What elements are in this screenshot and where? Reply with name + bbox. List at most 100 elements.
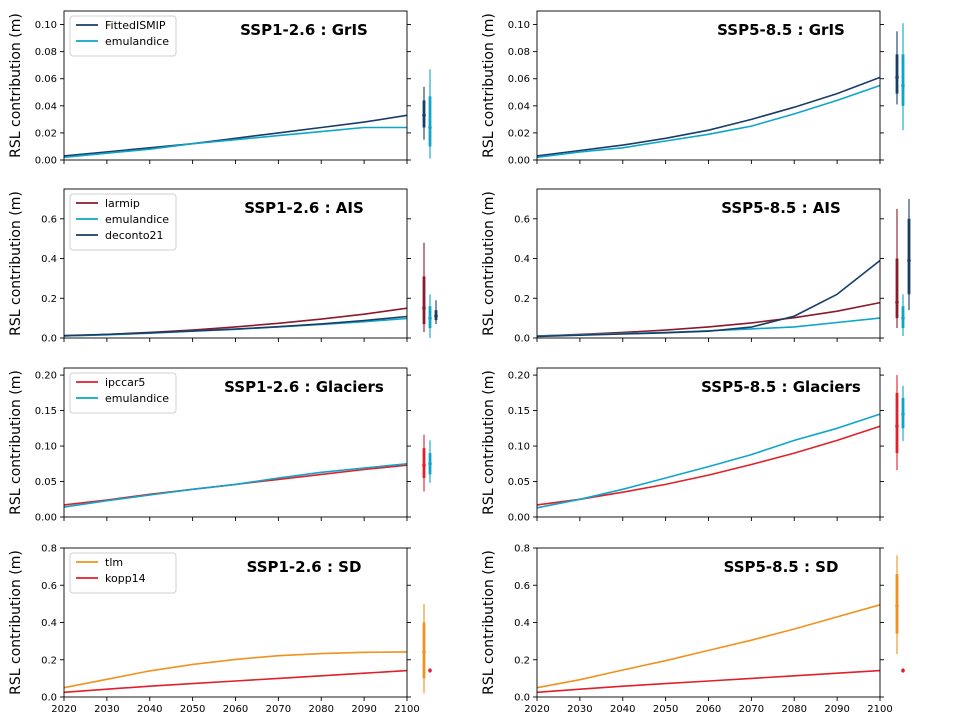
y-tick-label: 0.0 bbox=[514, 334, 530, 345]
panel-6: 0.00 0.05 0.10 0.15 0.20 RSL contribution (m)… bbox=[481, 367, 905, 524]
legend-box bbox=[69, 193, 177, 251]
y-tick-label: 0.4 bbox=[514, 618, 530, 629]
x-tick-label: 2060 bbox=[223, 704, 248, 715]
series-line-deconto21 bbox=[536, 259, 881, 338]
y-tick-label: 0.2 bbox=[514, 294, 530, 305]
y-tick-label: 0.4 bbox=[41, 254, 57, 265]
y-tick-label: 0.6 bbox=[41, 214, 57, 225]
range-median-deconto21 bbox=[907, 258, 911, 263]
range-median-larmip bbox=[895, 300, 899, 305]
series-line-emulandice bbox=[536, 84, 881, 159]
legend-label-FittedISMIP: FittedISMIP bbox=[105, 19, 166, 32]
series-line-emulandice bbox=[63, 126, 407, 159]
x-tick-label: 2030 bbox=[94, 704, 119, 715]
y-tick-label: 0.10 bbox=[508, 442, 530, 453]
range-median-emulandice bbox=[901, 316, 905, 320]
series-line-kopp14 bbox=[63, 669, 408, 694]
y-tick-label: 0.00 bbox=[508, 513, 530, 524]
legend-label-emulandice: emulandice bbox=[105, 392, 169, 405]
legend-label-emulandice: emulandice bbox=[105, 35, 169, 48]
y-tick-label: 0.05 bbox=[508, 477, 530, 488]
x-tick-label: 2020 bbox=[524, 704, 549, 715]
panel-8: 0.0 0.2 0.4 0.6 0.8 2020 2030 2040 2050 2060 2070 2… bbox=[481, 544, 905, 715]
series-line-tlm bbox=[63, 651, 408, 689]
y-axis-label: RSL contribution (m) bbox=[481, 370, 497, 515]
panel-title: SSP5-8.5 : AIS bbox=[721, 199, 841, 217]
range-median-kopp14 bbox=[428, 668, 432, 673]
y-axis-label: RSL contribution (m) bbox=[8, 370, 24, 515]
series-line-tlm bbox=[536, 604, 881, 689]
y-tick-label: 0.08 bbox=[35, 47, 57, 58]
x-tick-label: 2030 bbox=[567, 704, 592, 715]
y-tick-label: 0.0 bbox=[41, 693, 57, 704]
legend-label-ipccar5: ipccar5 bbox=[105, 376, 145, 389]
series-line-kopp14 bbox=[536, 669, 881, 694]
range-median-tlm bbox=[895, 603, 899, 608]
series-line-emulandice bbox=[536, 413, 881, 509]
y-tick-label: 0.00 bbox=[35, 513, 57, 524]
x-tick-label: 2100 bbox=[394, 704, 419, 715]
panel-title: SSP1-2.6 : Glaciers bbox=[224, 378, 384, 396]
y-tick-label: 0.00 bbox=[35, 156, 57, 167]
y-tick-label: 0.15 bbox=[35, 406, 57, 417]
y-tick-label: 0.04 bbox=[508, 101, 530, 112]
legend-box bbox=[69, 552, 177, 594]
range-median-ipccar5 bbox=[895, 424, 899, 428]
y-axis-label: RSL contribution (m) bbox=[481, 550, 497, 695]
y-tick-label: 0.0 bbox=[514, 693, 530, 704]
y-tick-label: 0.6 bbox=[514, 214, 530, 225]
range-median-emulandice bbox=[901, 412, 905, 416]
range-median-FittedISMIP bbox=[895, 75, 899, 80]
panel-4: 0.0 0.2 0.4 0.6 RSL contribution (m) SSP5-8.5… bbox=[481, 188, 911, 345]
x-tick-label: 2090 bbox=[824, 704, 849, 715]
y-tick-label: 0.6 bbox=[41, 581, 57, 592]
range-median-emulandice bbox=[428, 125, 432, 130]
series-line-emulandice bbox=[63, 463, 408, 508]
x-tick-label: 2050 bbox=[180, 704, 205, 715]
x-tick-label: 2080 bbox=[782, 704, 807, 715]
legend-box bbox=[69, 15, 177, 57]
y-tick-label: 0.4 bbox=[514, 254, 530, 265]
range-median-emulandice bbox=[428, 461, 432, 466]
y-tick-label: 0.00 bbox=[508, 156, 530, 167]
y-tick-label: 0.20 bbox=[35, 371, 57, 382]
range-median-emulandice bbox=[901, 83, 905, 88]
x-tick-label: 2100 bbox=[867, 704, 892, 715]
y-tick-label: 0.20 bbox=[508, 371, 530, 382]
panel-title: SSP1-2.6 : AIS bbox=[244, 199, 364, 217]
x-tick-label: 2050 bbox=[653, 704, 678, 715]
y-axis-label: RSL contribution (m) bbox=[8, 550, 24, 695]
x-tick-label: 2080 bbox=[309, 704, 334, 715]
y-tick-label: 0.2 bbox=[41, 655, 57, 666]
x-tick-label: 2090 bbox=[351, 704, 376, 715]
panel-title: SSP5-8.5 : Glaciers bbox=[701, 378, 861, 396]
legend-box bbox=[69, 372, 177, 414]
series-line-deconto21 bbox=[63, 315, 408, 337]
panel-5: 0.00 0.05 0.10 0.15 0.20 RSL contribution (m)… bbox=[8, 367, 432, 524]
panel-title: SSP5-8.5 : SD bbox=[724, 558, 839, 576]
range-median-ipccar5 bbox=[422, 463, 426, 468]
y-tick-label: 0.0 bbox=[41, 334, 57, 345]
y-tick-label: 0.2 bbox=[514, 655, 530, 666]
series-line-FittedISMIP bbox=[63, 114, 408, 157]
panel-title: SSP1-2.6 : SD bbox=[247, 558, 362, 576]
range-median-FittedISMIP bbox=[422, 113, 426, 118]
panel-2: 0.00 0.02 0.04 0.06 0.08 0.10 RSL contribution… bbox=[481, 10, 905, 167]
legend-label-kopp14: kopp14 bbox=[105, 572, 146, 585]
y-axis-label: RSL contribution (m) bbox=[481, 13, 497, 158]
y-axis-label: RSL contribution (m) bbox=[481, 191, 497, 336]
y-tick-label: 0.8 bbox=[41, 544, 57, 555]
x-tick-label: 2070 bbox=[739, 704, 764, 715]
range-median-deconto21 bbox=[434, 314, 438, 318]
y-axis-label: RSL contribution (m) bbox=[8, 13, 24, 158]
y-tick-label: 0.10 bbox=[508, 20, 530, 31]
x-tick-label: 2060 bbox=[696, 704, 721, 715]
y-tick-label: 0.6 bbox=[514, 581, 530, 592]
y-axis-label: RSL contribution (m) bbox=[8, 191, 24, 336]
y-tick-label: 0.06 bbox=[35, 74, 57, 85]
panel-title: SSP5-8.5 : GrIS bbox=[717, 21, 845, 39]
panel-1: 0.00 0.02 0.04 0.06 0.08 0.10 RSL contribution… bbox=[8, 10, 432, 167]
legend-label-tlm: tlm bbox=[105, 556, 123, 569]
y-tick-label: 0.06 bbox=[508, 74, 530, 85]
